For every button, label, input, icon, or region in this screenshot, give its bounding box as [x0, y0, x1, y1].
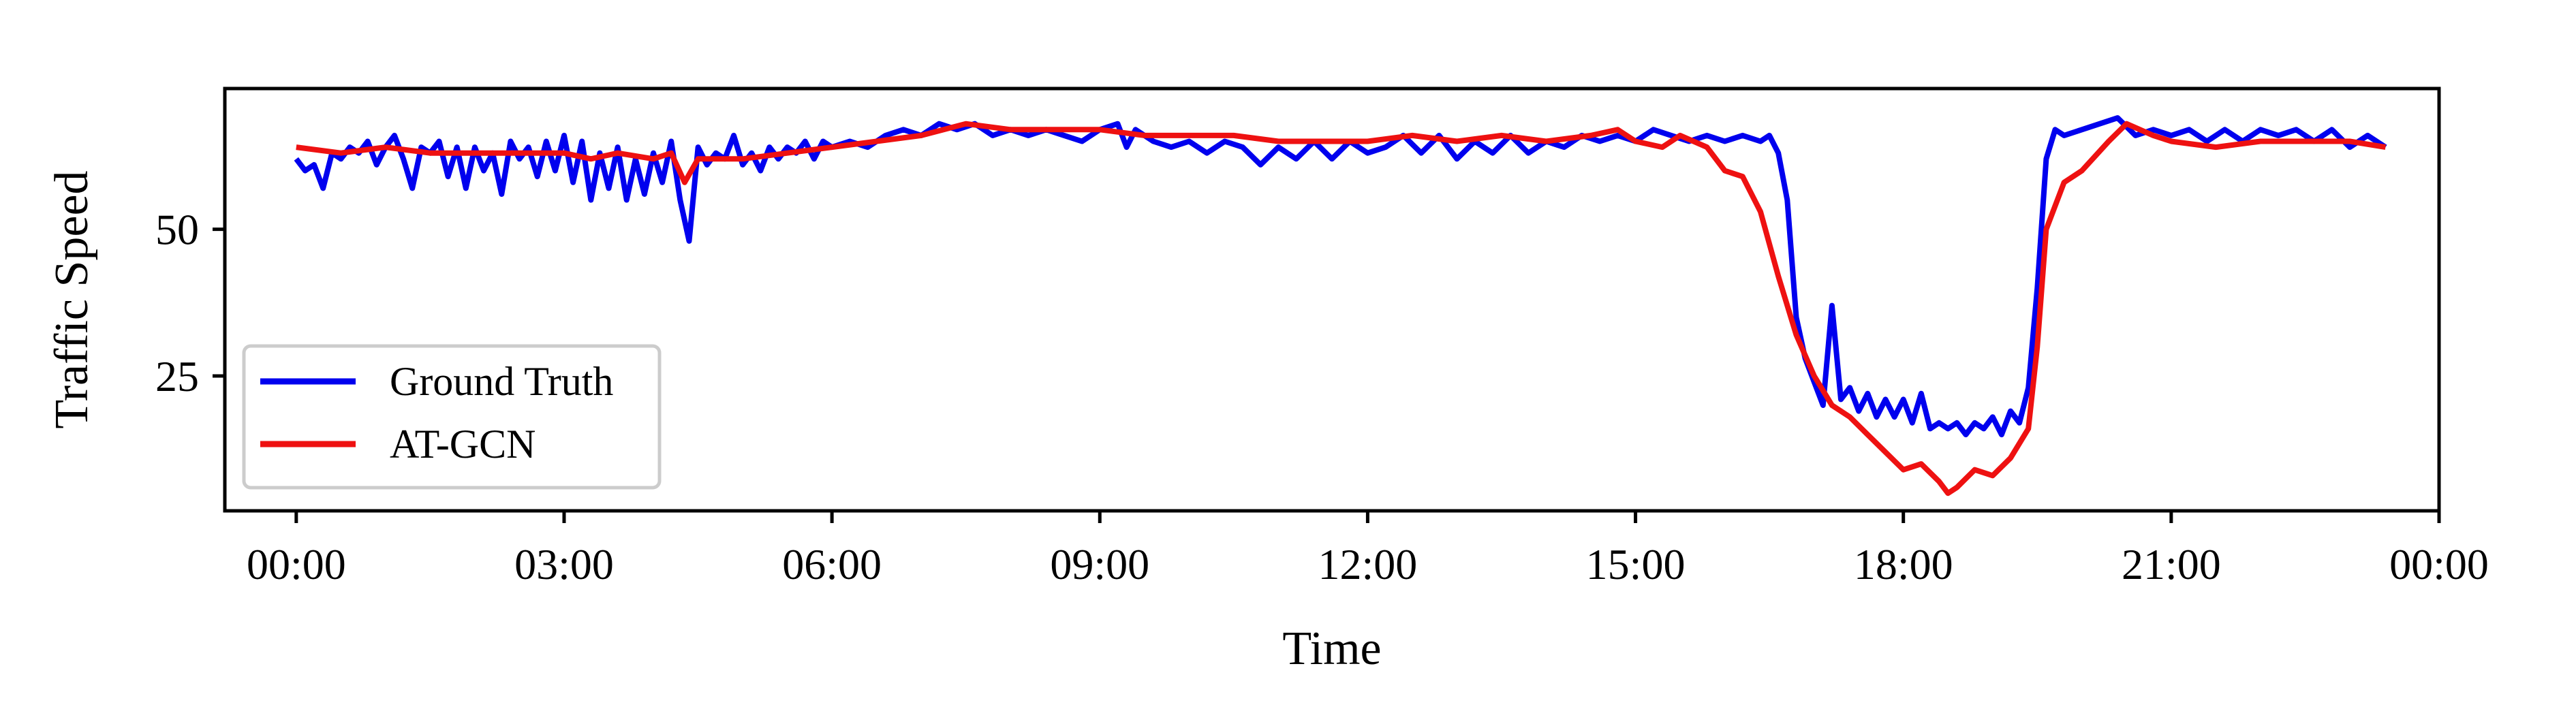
x-axis-label: Time [1282, 623, 1381, 675]
legend-label-ground-truth: Ground Truth [390, 359, 613, 404]
x-tick-label: 06:00 [782, 540, 882, 588]
series-line-at-gcn [296, 121, 2387, 497]
x-tick-label: 12:00 [1318, 540, 1418, 588]
x-tick-label: 00:00 [2389, 540, 2489, 588]
x-tick-label: 15:00 [1586, 540, 1686, 588]
y-axis: 25 50 [155, 206, 225, 400]
legend-label-at-gcn: AT-GCN [390, 422, 536, 467]
legend: Ground Truth AT-GCN [242, 344, 662, 490]
series-layer [294, 115, 2387, 497]
x-tick-label: 00:00 [247, 540, 346, 588]
y-axis-label: Traffic Speed [46, 170, 98, 428]
x-tick-label: 21:00 [2122, 540, 2221, 588]
plot-frame [223, 86, 2441, 513]
x-axis: 00:00 03:00 06:00 09:00 12:00 15:00 18:00 21:00… [247, 511, 2489, 588]
x-tick-label: 03:00 [514, 540, 614, 588]
y-tick-label: 50 [155, 206, 199, 254]
y-tick-label: 25 [155, 352, 199, 400]
x-tick-label: 18:00 [1854, 540, 1953, 588]
x-tick-label: 09:00 [1050, 540, 1149, 588]
